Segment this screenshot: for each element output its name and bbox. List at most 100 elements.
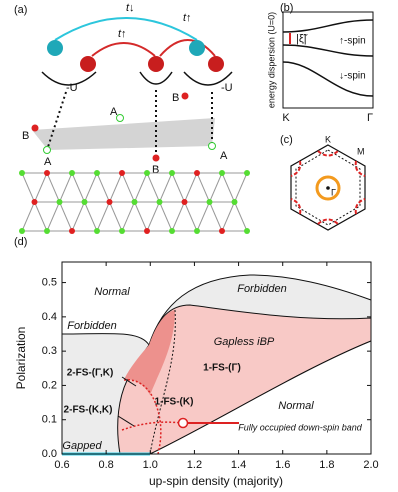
lattice-bond [234,201,248,232]
site-b [244,228,250,234]
region-label: 2-FS-(K,K) [64,405,113,416]
band-label: ↓-spin [339,71,366,82]
x-axis-label: up-spin density (majority) [149,474,283,488]
site-a [169,170,175,176]
region-label: Gapless iBP [214,336,275,348]
hop-arc [159,39,216,57]
spin-down-particle [47,40,63,56]
site-a [156,199,163,205]
region-label: 1-FS-(K) [155,397,194,408]
site-b [119,170,125,176]
x-label: K [282,112,290,124]
spin-down-particle [189,40,205,56]
fermi-surface [315,175,341,201]
lattice-bond [221,201,235,232]
site-b [69,170,75,176]
region-label: Normal [278,400,314,412]
lattice-bond [209,172,223,203]
site-b [131,199,138,205]
y-axis-label: Polarization [14,327,28,390]
site-b [94,228,100,234]
band-curve [282,44,374,57]
site-a [244,170,250,176]
lattice-bond [171,172,185,203]
boundary [149,309,176,455]
x-tick-label: 0.6 [54,459,69,471]
x-tick-label: 1.0 [143,459,158,471]
boundary [123,379,162,455]
lattice-bond [121,172,135,203]
lattice-bond [196,172,210,203]
site-b [69,228,75,234]
hop-label: t↑ [183,12,192,24]
pointer [117,415,135,427]
lattice-bond [221,172,235,203]
site-well [183,71,233,86]
hop-label: t↓ [126,2,135,14]
site-label: B [22,130,29,142]
lattice-bond [59,172,73,203]
region-label: Forbidden [237,283,287,295]
honeycomb-lattice [19,170,250,234]
lattice-bond [184,172,198,203]
lattice-bond [134,201,148,232]
site-b [31,124,39,132]
lattice-bond [34,201,48,232]
pointer [121,376,137,387]
hop-label: t↑ [118,28,127,40]
hop-arc [91,42,156,57]
site-b [181,92,189,100]
site-b [152,154,160,162]
lattice-bond [184,201,198,232]
site-b [19,228,25,234]
site-b [219,170,225,176]
site-a [44,228,50,234]
region-label: Normal [94,286,130,298]
hop-arc [54,17,198,41]
y-tick-label: 0.5 [42,276,57,288]
lattice-bond [21,201,35,232]
interaction-label: -U [221,82,233,94]
site-b [194,170,200,176]
lattice-bond [171,201,185,232]
site-b [106,199,113,205]
panel-label: (a) [14,4,27,16]
y-axis-label: energy dispersion (U=0) [266,12,276,108]
x-tick-label: 1.8 [319,459,334,471]
projection-line [46,91,67,151]
site-label: B [152,164,159,176]
site-b [169,228,175,234]
panel-label: (b) [280,2,293,14]
site-label: B [172,92,179,104]
x-tick-label: 0.8 [98,459,113,471]
site-a [194,228,200,234]
lattice-bond [46,201,60,232]
site-a [94,170,100,176]
panel-label: (d) [14,236,27,248]
site-b [181,199,188,205]
site-b [144,170,150,176]
point-label: Γ [331,187,336,197]
site-well [41,71,97,86]
region-label: Forbidden [67,320,117,332]
site-b [31,199,38,205]
site-a [43,146,51,154]
point-label: K [325,134,331,144]
site-b [44,170,50,176]
lattice-bond [109,201,123,232]
region-label: 1-FS-(Γ) [203,363,241,374]
plot-frame [61,261,372,455]
lattice-bond [134,172,148,203]
y-tick-label: 0.0 [42,448,57,460]
x-label: Γ [367,112,373,124]
spin-up-particle [148,56,164,72]
lattice-bond [196,201,210,232]
y-tick-label: 0.4 [42,311,57,323]
lattice-bond [121,201,135,232]
boundary [121,421,184,431]
site-b [56,199,63,205]
site-b [144,228,150,234]
